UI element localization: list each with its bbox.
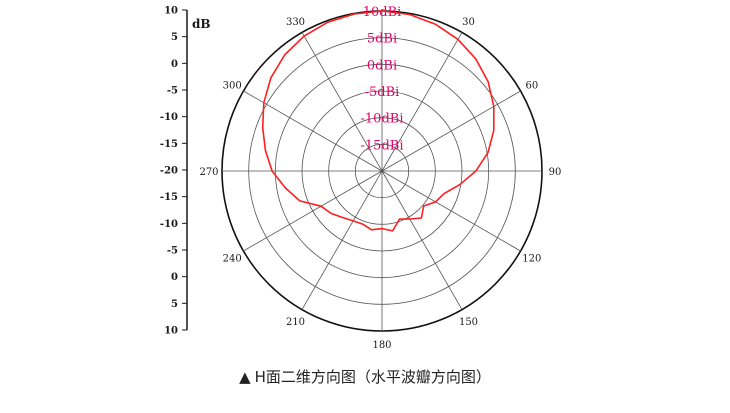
ring-label: -5dBi (365, 85, 400, 100)
angle-label: 120 (522, 254, 541, 265)
angle-label: 210 (286, 317, 305, 328)
ring-labels: 10dBi 5dBi 0dBi -5dBi -10dBi -15dBi (361, 5, 404, 153)
ring-label: 0dBi (367, 58, 397, 73)
axis-tick-label: -15 (160, 192, 178, 203)
axis-tick-label: -5 (167, 86, 178, 97)
grid-spoke (381, 170, 463, 310)
axis-tick-label: -10 (160, 219, 178, 230)
series-line (261, 10, 495, 232)
angle-label: 150 (459, 317, 478, 328)
angle-label: 90 (549, 167, 562, 178)
angle-label: 240 (223, 254, 242, 265)
grid-spoke (301, 32, 383, 172)
grid-spoke (243, 170, 383, 252)
angle-label: 270 (199, 167, 218, 178)
grid-spoke (381, 90, 521, 172)
ring-label: 10dBi (363, 5, 402, 20)
pattern-series (261, 10, 495, 232)
angle-label: 60 (525, 81, 538, 92)
axis-tick-label: 10 (164, 326, 178, 337)
angle-label: 330 (286, 17, 305, 28)
ring-label: -15dBi (361, 138, 404, 153)
axis-tick-label: 5 (171, 299, 178, 310)
figure-caption: ▲ H面二维方向图（水平波瓣方向图） (0, 366, 730, 387)
axis-tick-label: 5 (171, 32, 178, 43)
axis-tick-label: -10 (160, 112, 178, 123)
y-axis-label: dB (192, 17, 211, 31)
axis-tick-label: 0 (171, 59, 178, 70)
grid-spoke (381, 170, 521, 252)
ring-label: 5dBi (367, 32, 397, 47)
axis-tick-label: -5 (167, 246, 178, 257)
angle-label: 300 (223, 81, 242, 92)
grid-spoke (243, 90, 383, 172)
angle-label: 30 (462, 17, 475, 28)
axis-tick-label: -20 (160, 166, 178, 177)
grid-spoke (301, 170, 383, 310)
axis-tick-label: 10 (164, 6, 178, 17)
radial-scale-axis: 10 5 0 -5 -10 -15 -20 -15 -10 -5 0 5 10 (160, 6, 188, 337)
ring-label: -10dBi (361, 112, 404, 127)
triangle-marker-icon: ▲ (239, 368, 251, 386)
axis-tick-label: -15 (160, 139, 178, 150)
polar-radiation-chart: 10 5 0 -5 -10 -15 -20 -15 -10 -5 0 5 10 30 60 90 120 150… (160, 5, 561, 351)
angle-labels: 30 60 90 120 150 180 210 240 270 300 330 (199, 17, 561, 351)
caption-text: H面二维方向图（水平波瓣方向图） (254, 368, 491, 386)
axis-tick-label: 0 (171, 272, 178, 283)
grid-spoke (381, 32, 463, 172)
angle-label: 180 (372, 340, 391, 351)
